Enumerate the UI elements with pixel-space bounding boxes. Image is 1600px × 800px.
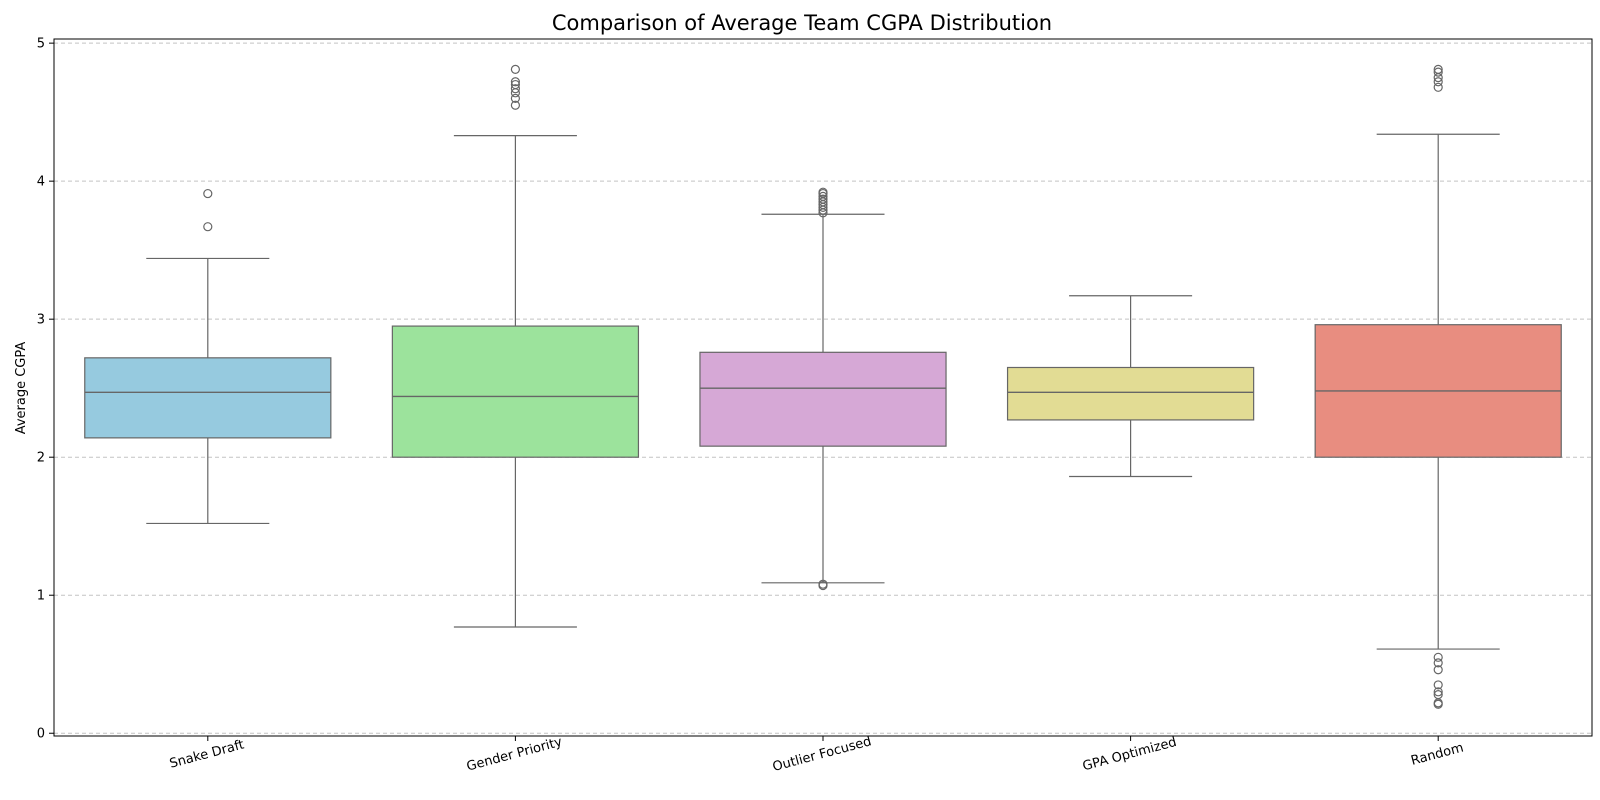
outlier-point [203, 188, 213, 199]
x-tick-label: Gender Priority [465, 735, 564, 775]
x-tick-label: Snake Draft [168, 737, 246, 771]
outlier-point [818, 187, 828, 197]
y-axis-label: Average CGPA [14, 342, 29, 435]
outlier-point [818, 191, 828, 201]
outlier-point [510, 79, 521, 90]
outlier-point [1433, 652, 1443, 662]
y-tick-label-2: 2 [37, 451, 45, 466]
outlier-point [510, 77, 521, 87]
box-series [84, 64, 1562, 709]
outlier-point [818, 579, 828, 589]
box-iqr [1006, 366, 1255, 421]
y-tick-label-0: 0 [37, 727, 45, 742]
outlier-point [510, 100, 521, 110]
outlier-point [1433, 689, 1443, 700]
outlier-point [1433, 658, 1443, 668]
box-iqr [84, 357, 332, 439]
outlier-point [1433, 665, 1443, 675]
outlier-point [1433, 67, 1443, 77]
box-group-gpa-optimized [1006, 295, 1255, 478]
outlier-point [818, 194, 828, 204]
outlier-point [1433, 687, 1443, 697]
box-group-gender-priority [391, 64, 640, 628]
y-tick-label-5: 5 [37, 37, 45, 52]
outlier-point [1433, 680, 1443, 690]
chart-title: Comparison of Average Team CGPA Distribu… [552, 11, 1052, 35]
outlier-point [1433, 64, 1443, 74]
box-group-outlier-focused [699, 187, 947, 591]
box-group-snake-draft [84, 188, 332, 525]
outlier-point [1433, 82, 1443, 92]
x-axis: Snake Draft Gender Priority Outlier Focuse… [168, 734, 1465, 775]
x-tick-label: Random [1409, 740, 1465, 768]
outlier-point [510, 93, 521, 103]
y-tick-label-4: 4 [37, 175, 45, 190]
outlier-point [203, 222, 213, 232]
y-tick-label-3: 3 [37, 313, 45, 328]
y-tick-label-1: 1 [37, 589, 45, 604]
x-tick-label: Outlier Focused [771, 734, 873, 775]
outlier-point [510, 64, 521, 74]
box-iqr [391, 325, 640, 458]
outlier-point [1433, 77, 1443, 87]
box-iqr [699, 351, 947, 447]
outlier-point [510, 84, 521, 94]
y-axis: 0 1 2 3 4 5 [37, 37, 54, 742]
x-tick-label: GPA Optimized [1081, 735, 1178, 775]
box-group-random [1314, 64, 1562, 709]
